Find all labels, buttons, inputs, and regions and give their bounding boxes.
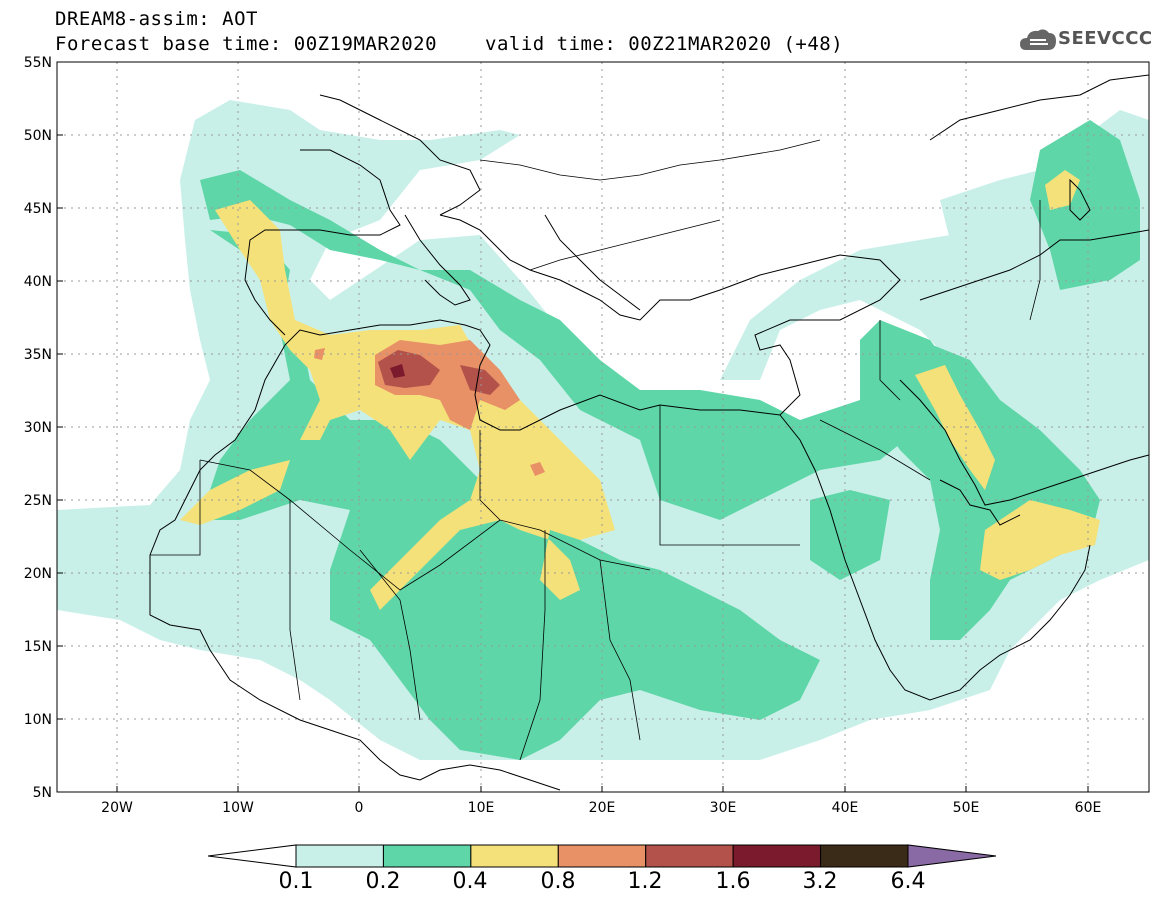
lat-tick-label: 10N — [24, 712, 52, 728]
colorbar-swatch — [732, 844, 822, 868]
lat-tick-label: 35N — [24, 347, 52, 363]
colorbar-swatch — [382, 844, 472, 868]
lat-tick-label: 15N — [24, 639, 52, 655]
lon-tick-label: 20W — [101, 800, 133, 816]
lon-tick-label: 30E — [710, 800, 737, 816]
colorbar-swatch — [557, 844, 647, 868]
forecast-base-time: Forecast base time: 00Z19MAR2020 — [55, 33, 438, 55]
logo-text: SEEVCCC — [1058, 28, 1153, 49]
lat-tick-label: 25N — [24, 493, 52, 509]
cloud-logo-icon — [1020, 29, 1056, 50]
colorbar-tick-label: 1.2 — [627, 869, 663, 894]
lat-tick-label: 20N — [24, 566, 52, 582]
lon-tick-label: 60E — [1075, 800, 1102, 816]
map-grid — [57, 62, 1149, 792]
colorbar-swatch — [820, 844, 909, 868]
lat-tick-label: 30N — [24, 420, 52, 436]
aot-level-1.2 — [378, 350, 500, 395]
colorbar — [207, 844, 997, 868]
coastlines — [149, 74, 1149, 791]
colorbar-tick-label: 1.6 — [715, 869, 751, 894]
country-borders — [150, 139, 1041, 761]
aot-contours — [57, 62, 1149, 792]
lon-tick-label: 20E — [589, 800, 616, 816]
map-title: DREAM8-assim: AOT — [55, 8, 258, 30]
colorbar-tick-label: 0.4 — [452, 869, 488, 894]
lon-tick-label: 0 — [355, 800, 364, 816]
lon-tick-label: 50E — [953, 800, 980, 816]
colorbar-extend-high — [907, 844, 997, 868]
lon-tick-label: 10E — [468, 800, 495, 816]
lat-tick-label: 40N — [24, 274, 52, 290]
colorbar-tick-label: 6.4 — [890, 869, 926, 894]
lon-tick-label: 40E — [832, 800, 859, 816]
lat-tick-label: 45N — [24, 201, 52, 217]
tick-marks — [57, 61, 1089, 793]
lat-tick-label: 5N — [33, 785, 52, 801]
lon-tick-label: 10W — [222, 800, 254, 816]
colorbar-swatch — [470, 844, 559, 868]
lat-tick-label: 55N — [24, 55, 52, 71]
colorbar-tick-label: 0.8 — [540, 869, 576, 894]
colorbar-tick-label: 0.2 — [365, 869, 401, 894]
aot-level-1.6 — [390, 364, 405, 378]
valid-time: valid time: 00Z21MAR2020 (+48) — [485, 33, 844, 55]
lat-tick-label: 50N — [24, 128, 52, 144]
colorbar-extend-low — [207, 844, 297, 868]
colorbar-swatch — [295, 844, 384, 868]
colorbar-tick-label: 3.2 — [802, 869, 838, 894]
colorbar-tick-label: 0.1 — [278, 869, 314, 894]
colorbar-swatch — [645, 844, 734, 868]
